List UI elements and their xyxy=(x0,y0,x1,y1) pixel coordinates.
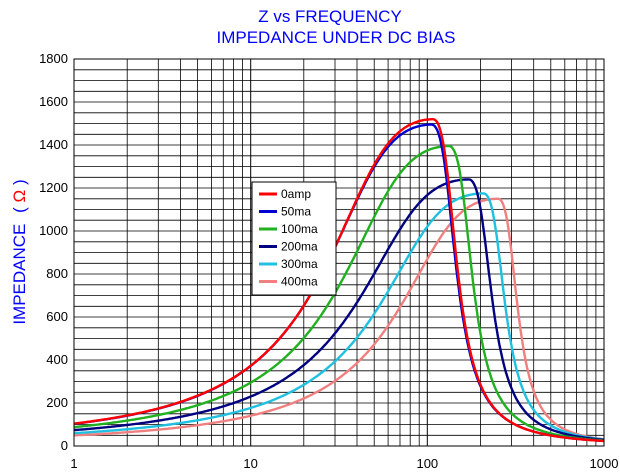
series-lines xyxy=(73,117,605,443)
series-line-0amp xyxy=(73,117,605,443)
x-tick-label: 100 xyxy=(416,456,438,471)
legend-label: 50ma xyxy=(281,205,311,219)
y-axis-unit: Ω xyxy=(10,190,29,203)
y-tick-label: 1200 xyxy=(39,180,68,195)
legend-label: 0amp xyxy=(281,187,311,201)
legend-label: 100ma xyxy=(281,222,318,236)
legend-label: 400ma xyxy=(281,275,318,289)
x-tick-label: 1000 xyxy=(590,456,619,471)
y-tick-label: 1400 xyxy=(39,137,68,152)
grid xyxy=(74,59,604,446)
chart-title: Z vs FREQUENCY xyxy=(258,7,402,26)
legend: 0amp 50ma 100ma 200ma 300ma 400ma xyxy=(251,181,337,296)
legend-label: 300ma xyxy=(281,257,318,271)
x-tick-label: 10 xyxy=(243,456,257,471)
chart-subtitle: IMPEDANCE UNDER DC BIAS xyxy=(217,28,456,47)
svg-text:IMPEDANCE ( Ω: IMPEDANCE ( Ω ) xyxy=(10,179,29,324)
series-line-100ma xyxy=(73,144,605,442)
series-line-400ma xyxy=(73,197,605,441)
series-line-200ma xyxy=(73,178,605,441)
x-tick-label: 1 xyxy=(70,456,77,471)
y-axis-title: IMPEDANCE xyxy=(10,224,29,325)
plot-frame xyxy=(73,58,605,447)
y-tick-label: 1600 xyxy=(39,94,68,109)
y-tick-label: 800 xyxy=(46,266,68,281)
y-tick-label: 600 xyxy=(46,309,68,324)
series-line-300ma xyxy=(73,192,605,441)
legend-label: 200ma xyxy=(281,240,318,254)
y-tick-label: 0 xyxy=(61,438,68,453)
y-tick-label: 1000 xyxy=(39,223,68,238)
y-tick-label: 400 xyxy=(46,352,68,367)
legend-box xyxy=(251,181,337,296)
y-axis-label: IMPEDANCE ( Ω ) xyxy=(10,179,29,324)
y-tick-label: 200 xyxy=(46,395,68,410)
y-tick-label: 1800 xyxy=(39,51,68,66)
x-axis-ticks: 1 10 100 1000 xyxy=(70,456,618,471)
y-axis-ticks: 0 200 400 600 800 1000 1200 1400 1600 1800 xyxy=(39,51,68,453)
